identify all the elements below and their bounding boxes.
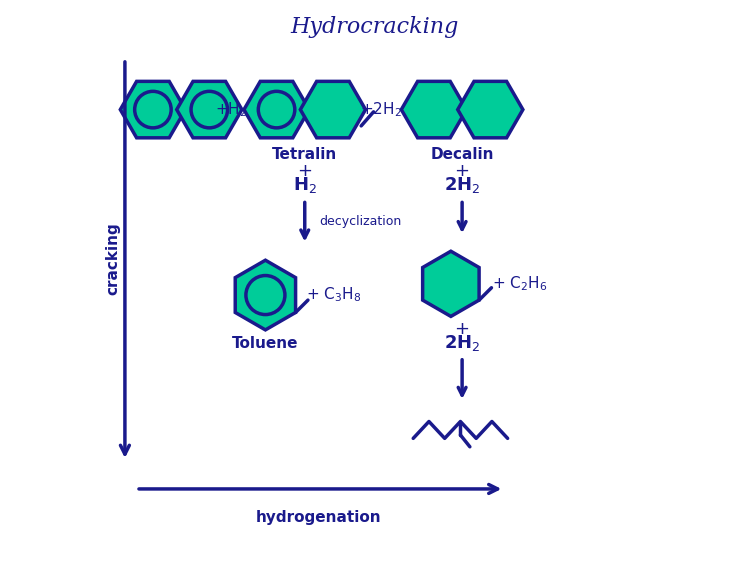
Text: hydrogenation: hydrogenation xyxy=(256,510,382,524)
Polygon shape xyxy=(401,81,466,138)
Polygon shape xyxy=(120,81,185,138)
Text: cracking: cracking xyxy=(105,222,120,295)
Text: Decalin: Decalin xyxy=(430,147,494,162)
Circle shape xyxy=(258,92,295,128)
Text: + C$_3$H$_8$: + C$_3$H$_8$ xyxy=(306,285,362,305)
Polygon shape xyxy=(244,81,309,138)
Polygon shape xyxy=(458,81,523,138)
Text: 2H$_2$: 2H$_2$ xyxy=(444,175,480,196)
Polygon shape xyxy=(300,81,365,138)
Text: +2H$_2$: +2H$_2$ xyxy=(360,100,401,119)
Text: +: + xyxy=(454,162,470,180)
Circle shape xyxy=(135,92,171,128)
Circle shape xyxy=(191,92,227,128)
Text: Tetralin: Tetralin xyxy=(272,147,338,162)
Circle shape xyxy=(246,275,285,315)
Polygon shape xyxy=(423,251,479,316)
Polygon shape xyxy=(177,81,242,138)
Text: +: + xyxy=(297,162,312,180)
Text: +H$_2$: +H$_2$ xyxy=(214,100,247,119)
Polygon shape xyxy=(236,260,296,330)
Text: +: + xyxy=(454,320,470,338)
Text: Hydrocracking: Hydrocracking xyxy=(291,16,459,38)
Text: decyclization: decyclization xyxy=(319,215,401,229)
Text: 2H$_2$: 2H$_2$ xyxy=(444,333,480,353)
Text: H$_2$: H$_2$ xyxy=(292,175,316,196)
Text: + C$_2$H$_6$: + C$_2$H$_6$ xyxy=(492,274,548,293)
Text: Toluene: Toluene xyxy=(232,337,298,351)
